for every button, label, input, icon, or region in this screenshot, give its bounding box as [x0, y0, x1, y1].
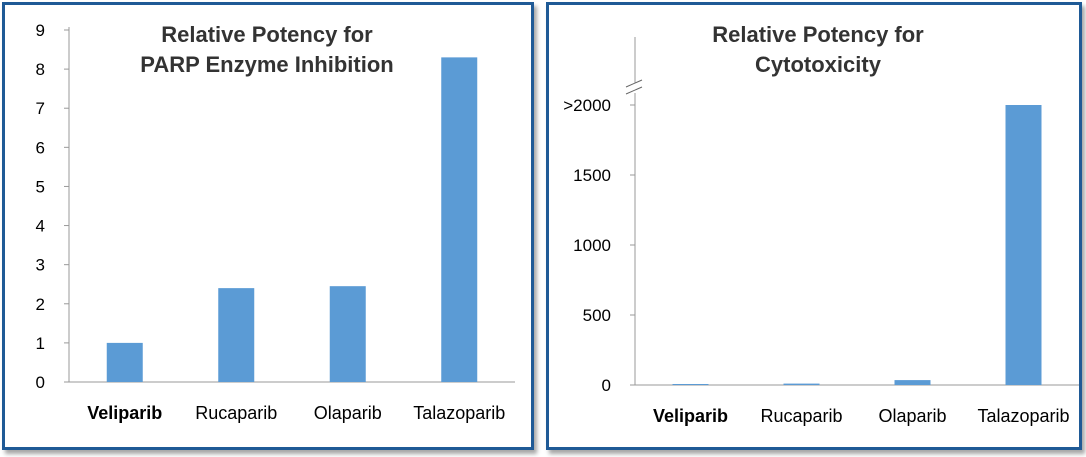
axis-break-mark [625, 86, 643, 95]
y-tick-label: 7 [36, 99, 45, 118]
bar-talazoparib [1005, 105, 1042, 385]
y-tick-label: 5 [36, 177, 45, 196]
y-tick-label: 2 [36, 295, 45, 314]
chart-cytotoxicity: Relative Potency for Cytotoxicity 0 500 10… [563, 22, 1079, 426]
y-tick-label: 3 [36, 256, 45, 275]
axis-break-mark [625, 79, 643, 88]
y-tick-label: 6 [36, 138, 45, 157]
bar-olaparib [329, 286, 366, 382]
y-tick-label: 1 [36, 334, 45, 353]
category-label-talazoparib: Talazoparib [413, 403, 505, 423]
y-tick-label: 1000 [573, 236, 611, 255]
bar-rucaparib [218, 288, 255, 382]
bar-veliparib [672, 384, 709, 385]
y-tick-label: 0 [602, 376, 611, 395]
category-label-rucaparib: Rucaparib [760, 406, 842, 426]
category-label-olaparib: Olaparib [878, 406, 946, 426]
bar-talazoparib [441, 57, 478, 382]
y-tick-label: >2000 [563, 96, 611, 115]
axis-break-gap [629, 83, 641, 93]
y-tick-label: 1500 [573, 166, 611, 185]
y-tick-label: 8 [36, 60, 45, 79]
chart-title-line-2: Cytotoxicity [755, 52, 882, 77]
chart-panel-cytotoxicity: Relative Potency for Cytotoxicity 0 500 10… [546, 2, 1082, 450]
category-label-veliparib: Veliparib [87, 403, 162, 423]
category-label-talazoparib: Talazoparib [977, 406, 1069, 426]
y-tick-label: 0 [36, 373, 45, 392]
category-label-veliparib: Veliparib [653, 406, 728, 426]
bar-veliparib [106, 342, 143, 382]
bar-olaparib [894, 380, 931, 385]
y-tick-label: 4 [36, 217, 45, 236]
bar-rucaparib [783, 383, 820, 385]
y-tick-label: 9 [36, 21, 45, 40]
chart-title-line-2: PARP Enzyme Inhibition [140, 52, 393, 77]
chart-panel-parp-inhibition: Relative Potency for PARP Enzyme Inhibit… [2, 2, 534, 450]
category-label-olaparib: Olaparib [314, 403, 382, 423]
chart-title-line-1: Relative Potency for [161, 22, 373, 47]
y-tick-label: 500 [583, 306, 611, 325]
chart-parp-inhibition: Relative Potency for PARP Enzyme Inhibit… [36, 21, 515, 423]
category-label-rucaparib: Rucaparib [195, 403, 277, 423]
chart-title-line-1: Relative Potency for [712, 22, 924, 47]
